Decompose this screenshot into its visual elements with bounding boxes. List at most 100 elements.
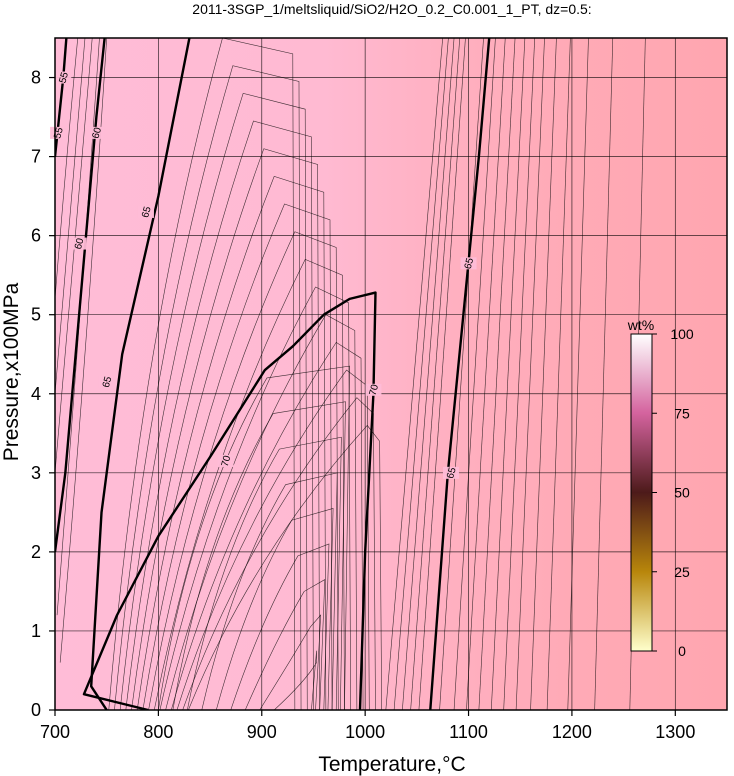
contour-label-bg bbox=[460, 257, 477, 270]
plot-background bbox=[55, 38, 727, 710]
contour-line bbox=[114, 65, 302, 710]
contour-line bbox=[55, 38, 79, 299]
y-tick-label: 7 bbox=[31, 147, 41, 167]
contour-label-bg bbox=[365, 383, 382, 396]
chart-title: 2011-3SGP_1/meltsliquid/SiO2/H2O_0.2_C0.… bbox=[192, 1, 591, 17]
contour-line bbox=[108, 38, 296, 710]
contour-line bbox=[259, 614, 322, 710]
colorbar-tick-label: 0 bbox=[678, 643, 686, 659]
contour-label-bg bbox=[442, 466, 459, 479]
y-tick-label: 4 bbox=[31, 384, 41, 404]
colorbar-scale bbox=[630, 333, 653, 652]
colorbar-ticks: 0 25 50 75 100 bbox=[652, 326, 694, 659]
x-tick-label: 800 bbox=[143, 722, 173, 742]
contour-line bbox=[55, 38, 86, 394]
colorbar: wt% 0 25 50 75 100 bbox=[627, 317, 694, 659]
y-axis-label: Pressure,x100MPa bbox=[0, 282, 23, 461]
contour-label-bg bbox=[137, 205, 154, 218]
plot-frame bbox=[54, 37, 728, 711]
contour-line bbox=[439, 38, 484, 710]
contour-line bbox=[187, 436, 342, 710]
contour-line bbox=[59, 38, 107, 663]
y-tick-label: 1 bbox=[31, 621, 41, 641]
x-tick-label: 700 bbox=[40, 722, 70, 742]
contour-line bbox=[385, 38, 443, 710]
contour-line bbox=[546, 38, 571, 710]
x-tick-label: 900 bbox=[247, 722, 277, 742]
y-tick-label: 2 bbox=[31, 542, 41, 562]
contour-line bbox=[55, 38, 93, 473]
x-axis-label: Temperature,°C bbox=[318, 753, 465, 776]
contour-label: 65 bbox=[140, 205, 154, 219]
contour-line bbox=[515, 38, 545, 710]
contour-label: 65 bbox=[463, 256, 477, 270]
thin-contour-lines bbox=[55, 38, 646, 710]
colorbar-tick-label: 25 bbox=[674, 564, 690, 580]
contour-line bbox=[273, 650, 317, 710]
contour-60 bbox=[55, 38, 106, 553]
contour-line bbox=[230, 543, 330, 710]
contour-line bbox=[594, 38, 614, 710]
contour-line bbox=[176, 369, 370, 710]
contour-line bbox=[478, 38, 516, 710]
contour-label-bg bbox=[98, 375, 115, 388]
y-tick-label: 0 bbox=[31, 700, 41, 720]
contour-line bbox=[158, 365, 350, 710]
contour-label: 55 bbox=[57, 71, 71, 85]
contour-line bbox=[453, 38, 496, 710]
contour-label: 70 bbox=[220, 454, 234, 468]
contour-line bbox=[215, 507, 334, 710]
contour-line bbox=[393, 38, 449, 710]
contour-line bbox=[125, 120, 314, 710]
y-axis-ticks: 0 1 2 3 4 5 6 7 8 bbox=[31, 68, 55, 720]
contour-line bbox=[188, 424, 382, 710]
contour-line bbox=[402, 38, 455, 710]
contour-65 bbox=[89, 38, 191, 710]
contour-label: 65 bbox=[445, 466, 459, 480]
contour-label-bg bbox=[50, 126, 67, 139]
colorbar-tick-label: 75 bbox=[674, 405, 690, 421]
contour-label: 70 bbox=[368, 383, 382, 397]
contour-line bbox=[503, 38, 536, 710]
contour-label-bg bbox=[70, 237, 87, 250]
y-tick-label: 8 bbox=[31, 68, 41, 88]
x-tick-label: 1000 bbox=[345, 722, 385, 742]
contour-65 bbox=[429, 38, 491, 710]
contour-label-bg bbox=[55, 71, 72, 84]
contour-label: 65 bbox=[101, 375, 115, 389]
contour-line bbox=[172, 401, 346, 710]
contour-line bbox=[136, 175, 327, 710]
contour-line bbox=[466, 38, 506, 710]
contour-line bbox=[182, 397, 376, 710]
contour-line bbox=[410, 38, 461, 710]
contour-line bbox=[244, 579, 326, 710]
contour-line bbox=[567, 38, 589, 710]
colorbar-label: wt% bbox=[627, 317, 654, 333]
contour-line bbox=[171, 341, 364, 710]
contour-line bbox=[201, 472, 338, 710]
contour-line bbox=[165, 314, 358, 710]
colorbar-tick-label: 100 bbox=[670, 326, 694, 342]
colorbar-tick-label: 50 bbox=[674, 485, 690, 501]
x-tick-label: 1200 bbox=[552, 722, 592, 742]
contour-line bbox=[142, 203, 333, 710]
contour-line bbox=[490, 38, 526, 710]
x-tick-label: 1300 bbox=[655, 722, 695, 742]
contour-label-bg bbox=[88, 126, 105, 139]
contour-label: 60 bbox=[91, 126, 105, 140]
contour-label: 60 bbox=[73, 237, 87, 251]
contour-line bbox=[119, 92, 308, 710]
x-axis-ticks: 700 800 900 1000 1100 1200 1300 bbox=[40, 710, 695, 742]
x-tick-label: 1100 bbox=[449, 722, 488, 742]
contour-line bbox=[153, 258, 345, 710]
y-tick-label: 5 bbox=[31, 305, 41, 325]
y-tick-label: 6 bbox=[31, 226, 41, 246]
contour-line bbox=[530, 38, 557, 710]
contour-label-bg bbox=[217, 454, 234, 467]
contour-line bbox=[131, 148, 320, 710]
contour-line bbox=[159, 286, 351, 710]
y-tick-label: 3 bbox=[31, 463, 41, 483]
contour-line bbox=[418, 38, 466, 710]
